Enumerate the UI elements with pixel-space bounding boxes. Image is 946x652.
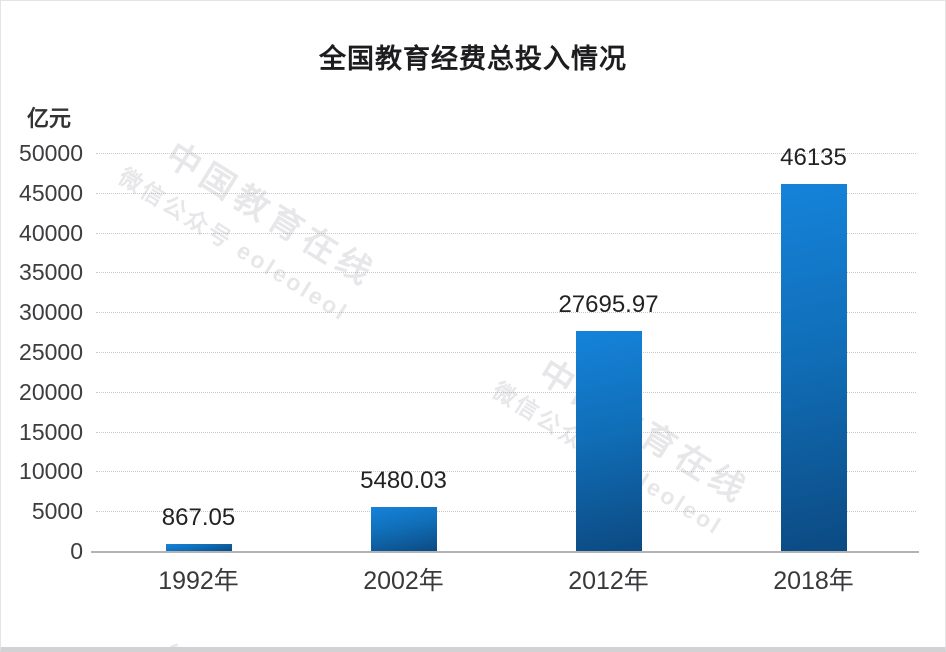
bar-value-label: 5480.03 bbox=[360, 467, 447, 494]
gridline bbox=[96, 511, 916, 513]
bar-cell: 46135 bbox=[711, 144, 916, 551]
bar-value-label: 867.05 bbox=[161, 504, 236, 531]
y-axis-tick-label: 10000 bbox=[19, 458, 83, 485]
x-axis-label: 2018年 bbox=[773, 567, 854, 595]
gridline bbox=[96, 192, 916, 194]
bar-2002年 bbox=[370, 507, 437, 551]
bar-1992年 bbox=[165, 544, 232, 551]
gridline bbox=[96, 232, 916, 234]
y-axis-tick-label: 40000 bbox=[19, 219, 83, 246]
bar-cell: 5480.03 bbox=[301, 153, 506, 551]
y-axis-tick-label: 0 bbox=[70, 538, 83, 564]
y-axis-tick-label: 35000 bbox=[19, 259, 83, 286]
gridline bbox=[96, 153, 916, 154]
gridline bbox=[96, 312, 916, 314]
gridline bbox=[96, 471, 916, 473]
gridline bbox=[96, 352, 916, 353]
bar-value-label: 27695.97 bbox=[558, 291, 659, 318]
gridline bbox=[96, 272, 916, 274]
bar-2018年 bbox=[780, 184, 847, 551]
x-axis-labels: 1992年 2002年 2012年 2018年 bbox=[96, 561, 916, 597]
gridline bbox=[96, 391, 916, 393]
bar-2012年 bbox=[575, 331, 642, 551]
plot-area: 867.05 5480.03 27695.97 46135 bbox=[96, 144, 916, 551]
watermark-subtitle-text: 微信公众号 eoleoleol bbox=[159, 635, 403, 647]
bar-value-label: 46135 bbox=[780, 144, 847, 171]
y-axis-tick-label: 20000 bbox=[19, 378, 83, 405]
x-axis-label: 2002年 bbox=[363, 567, 444, 595]
y-axis-tick-label: 25000 bbox=[19, 339, 83, 365]
y-axis-tick-label: 30000 bbox=[19, 299, 83, 326]
y-axis-unit-label: 亿元 bbox=[27, 106, 72, 131]
y-axis-tick-label: 50000 bbox=[19, 140, 83, 166]
x-axis-label: 2012年 bbox=[568, 567, 649, 595]
x-axis-label: 1992年 bbox=[158, 567, 239, 595]
chart-title: 全国教育经费总投入情况 bbox=[319, 44, 627, 74]
bar-cell: 27695.97 bbox=[506, 153, 711, 551]
gridline bbox=[96, 431, 916, 433]
y-axis-tick-label: 45000 bbox=[19, 179, 83, 206]
y-axis-tick-label: 5000 bbox=[31, 498, 83, 525]
y-axis-tick-label: 15000 bbox=[19, 418, 83, 445]
x-axis-baseline bbox=[91, 551, 919, 553]
bar-cell: 867.05 bbox=[96, 153, 301, 551]
